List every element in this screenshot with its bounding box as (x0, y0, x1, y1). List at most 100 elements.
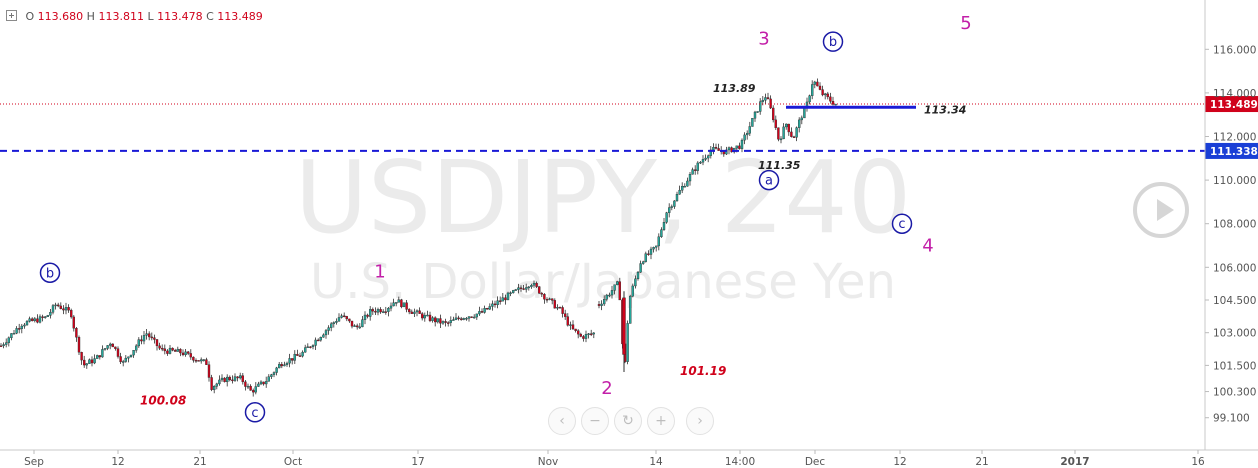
candle (527, 286, 530, 289)
candle (772, 107, 775, 121)
candle (730, 147, 733, 153)
time-tick-label: Dec (805, 456, 826, 468)
last-price-marker (1205, 96, 1258, 113)
candle (134, 345, 138, 351)
scroll-right-button[interactable]: › (686, 407, 714, 435)
candle (530, 285, 533, 288)
candle (504, 297, 507, 301)
candle (85, 363, 89, 366)
levels: 113.34 111.338 113.489 (0, 96, 1258, 159)
candle (309, 346, 312, 348)
candle (379, 309, 382, 313)
candle (811, 84, 814, 96)
candle (18, 328, 21, 330)
candle (782, 126, 785, 140)
candle (818, 85, 822, 90)
candle (343, 315, 346, 318)
candle (408, 309, 411, 313)
time-tick-label: 12 (893, 456, 906, 468)
candle (184, 351, 187, 356)
candle (304, 347, 307, 353)
candle (428, 314, 432, 321)
candle (561, 307, 564, 314)
candle (449, 320, 452, 323)
candle (655, 245, 658, 248)
candle (163, 348, 167, 352)
candle (660, 229, 663, 238)
candle (727, 147, 731, 151)
candle (543, 293, 546, 300)
candle (69, 309, 73, 318)
zoom-out-button[interactable]: − (581, 407, 609, 435)
level-label: 113.34 (924, 103, 966, 116)
candle (582, 336, 585, 339)
scroll-left-button[interactable]: ‹ (548, 407, 576, 435)
candle (579, 333, 582, 337)
candle (675, 194, 679, 202)
zoom-in-button[interactable]: + (647, 407, 675, 435)
candle (75, 328, 78, 338)
candle (714, 147, 718, 149)
candle (132, 349, 135, 356)
price-tick-label: 104.500 (1213, 295, 1256, 307)
candle (114, 346, 117, 349)
candle (577, 330, 580, 335)
reset-button[interactable]: ↻ (614, 407, 642, 435)
candle (413, 311, 416, 314)
candle (610, 290, 614, 296)
candle (376, 309, 380, 313)
candle (356, 325, 359, 328)
candle (283, 364, 286, 367)
candle (540, 292, 543, 295)
candle (538, 286, 541, 294)
candle (618, 281, 621, 301)
candle (740, 139, 744, 149)
candle (88, 359, 91, 364)
candle (564, 313, 567, 317)
ohlc-high-key: H (86, 10, 95, 23)
candle (597, 304, 601, 306)
candle (384, 311, 387, 313)
candle (350, 320, 354, 327)
candle (647, 253, 650, 255)
candle (488, 306, 491, 310)
candle (317, 339, 320, 342)
candle (147, 333, 151, 338)
candle (361, 319, 364, 328)
candle (470, 316, 473, 318)
candle (467, 316, 471, 319)
price-axis: 99.100 100.300 101.500 103.000 104.500 106.00… (1204, 0, 1256, 450)
play-icon[interactable] (1133, 182, 1189, 238)
candle (465, 318, 468, 320)
candle (38, 316, 42, 323)
candle (475, 313, 478, 318)
candle (93, 358, 96, 364)
candle (434, 317, 437, 323)
price-annotation: 101.19 (680, 364, 726, 378)
candle (371, 309, 374, 312)
candle (382, 311, 385, 313)
candle (41, 316, 44, 318)
ohlc-close-value: 113.489 (217, 10, 263, 23)
candle (103, 348, 107, 350)
candle (223, 377, 226, 383)
annotations: 113.89 111.35 100.08 101.19 b c a b c 1 2 3 4 5 (39, 13, 972, 423)
candle (319, 337, 322, 341)
wave-label-blue: b (829, 35, 837, 50)
candle (694, 169, 697, 171)
price-tick-label: 114.000 (1213, 88, 1256, 100)
candle (387, 307, 390, 312)
candle (171, 347, 174, 351)
candle (293, 353, 296, 361)
candle (291, 358, 294, 361)
expand-icon[interactable] (6, 10, 17, 21)
candle (389, 305, 393, 309)
time-tick-label: 17 (411, 456, 424, 468)
candle (231, 379, 234, 382)
candle (462, 318, 465, 320)
candle (280, 364, 283, 367)
candle (288, 358, 291, 364)
candle (634, 278, 637, 287)
